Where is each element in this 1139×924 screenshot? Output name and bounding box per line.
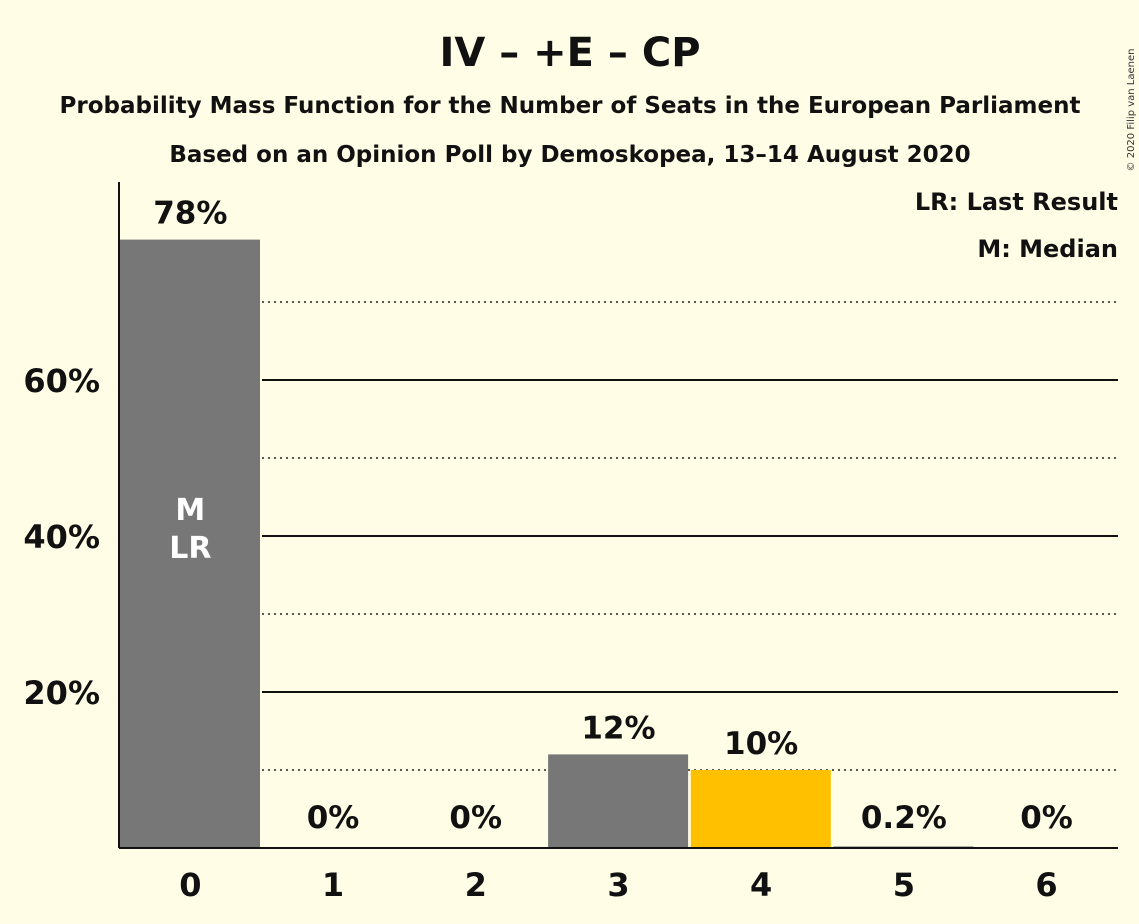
x-tick-label: 4	[750, 866, 772, 904]
chart-title: IV – +E – CP	[439, 30, 700, 76]
legend-median: M: Median	[977, 235, 1118, 263]
median-marker: M	[175, 493, 205, 528]
data-label-1: 0%	[307, 800, 360, 836]
y-tick-label: 60%	[23, 362, 100, 400]
bar-0	[120, 239, 260, 849]
data-label-2: 0%	[449, 800, 502, 836]
last-result-marker: LR	[169, 531, 211, 566]
data-labels: 78% 0% 0% 12% 10% 0.2% 0% MLR	[153, 196, 1073, 836]
x-tick-label: 5	[893, 866, 915, 904]
data-label-6: 0%	[1020, 800, 1073, 836]
legend-last-result: LR: Last Result	[915, 188, 1118, 216]
x-tick-label: 2	[465, 866, 487, 904]
copyright-note: © 2020 Filip van Laenen	[1126, 49, 1137, 172]
x-tick-label: 0	[179, 866, 201, 904]
x-tick-label: 6	[1035, 866, 1057, 904]
bar-4	[690, 770, 831, 848]
bars	[120, 239, 974, 849]
x-tick-label: 1	[322, 866, 344, 904]
y-tick-label: 20%	[23, 674, 100, 712]
bar-3	[548, 754, 689, 848]
gridlines	[262, 301, 1118, 771]
data-label-0: 78%	[153, 196, 227, 232]
data-label-4: 10%	[724, 726, 798, 762]
chart-subtitle: Probability Mass Function for the Number…	[60, 93, 1081, 119]
x-axis-ticks: 0 1 2 3 4 5 6	[179, 866, 1057, 904]
y-axis-ticks: 20% 40% 60%	[23, 362, 100, 712]
chart-subtitle-poll: Based on an Opinion Poll by Demoskopea, …	[169, 142, 970, 168]
y-tick-label: 40%	[23, 518, 100, 556]
data-label-3: 12%	[581, 710, 655, 746]
data-label-5: 0.2%	[861, 800, 947, 836]
axes	[118, 182, 1118, 849]
x-tick-label: 3	[607, 866, 629, 904]
